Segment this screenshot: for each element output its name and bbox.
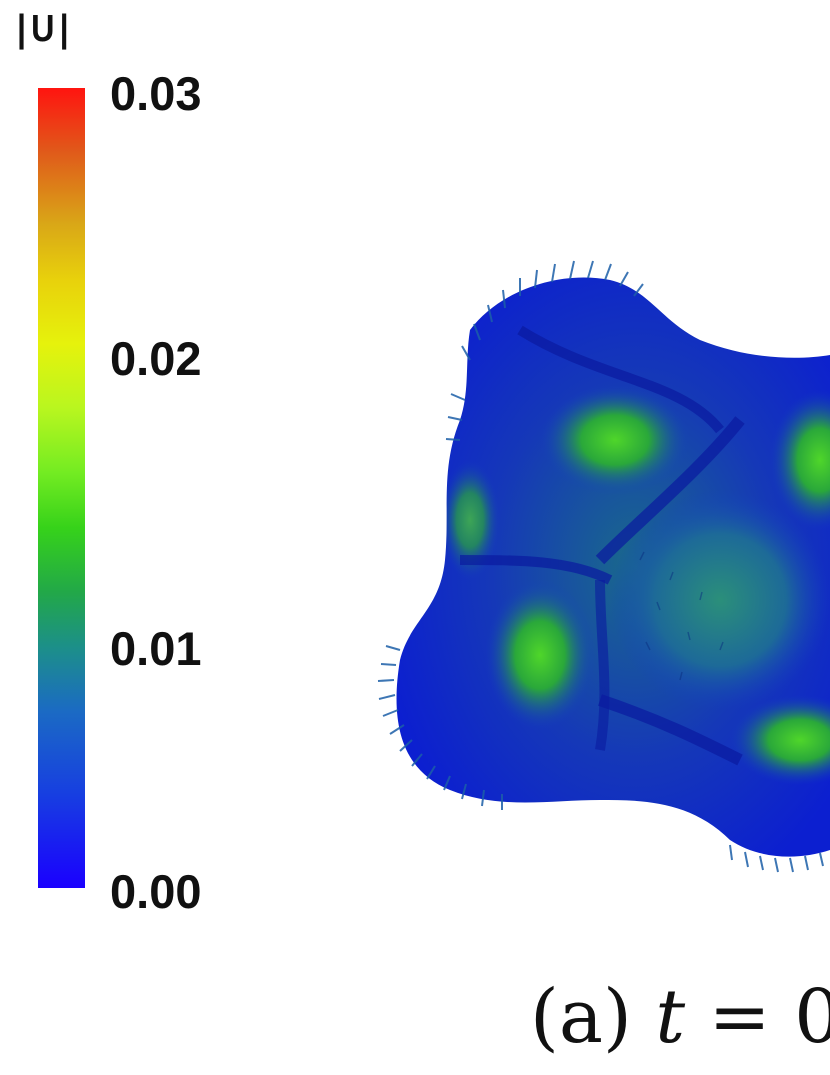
colorbar-tick-min: 0.00 bbox=[110, 865, 202, 918]
colorbar-tick-max: 0.03 bbox=[110, 67, 202, 120]
colorbar-tick: 0.01 bbox=[110, 622, 202, 675]
figure-caption: (a) t = 0 bbox=[530, 980, 830, 1054]
colorbar-gradient bbox=[38, 88, 85, 888]
colorbar-title: |U| bbox=[17, 8, 74, 50]
caption-variable: t bbox=[655, 974, 686, 1060]
caption-equals: = 0 bbox=[708, 974, 830, 1060]
colorbar-tick: 0.02 bbox=[110, 332, 202, 385]
caption-label: (a) bbox=[530, 974, 632, 1060]
